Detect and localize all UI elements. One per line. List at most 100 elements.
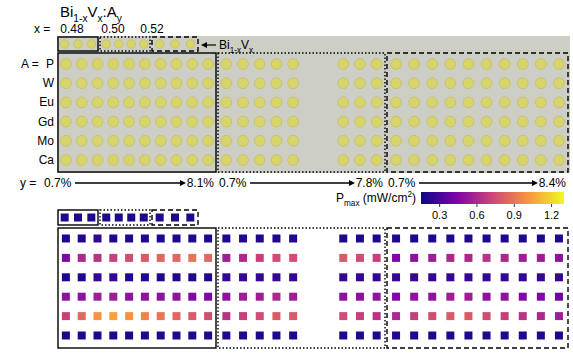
photo-background <box>57 36 570 173</box>
heat-cell <box>272 293 280 301</box>
sample-spot <box>102 40 111 49</box>
reference-label-part: Bi <box>219 38 230 52</box>
colorbar-tick <box>439 204 440 207</box>
reference-frame <box>152 37 198 51</box>
sample-spot <box>238 78 249 89</box>
heat-cell <box>222 273 230 281</box>
sample-spot <box>554 116 565 127</box>
sample-spot <box>92 135 103 146</box>
heat-cell <box>501 312 509 320</box>
arrow <box>250 182 349 183</box>
heat-cell <box>141 293 149 301</box>
heat-cell <box>537 254 545 262</box>
sample-spot <box>371 97 382 108</box>
heat-cell <box>356 332 364 340</box>
heat-cell <box>94 235 102 243</box>
reference-cell <box>87 214 95 222</box>
heat-cell <box>256 332 264 340</box>
sample-spot <box>171 97 182 108</box>
title: Bi1-xVx:Ay <box>60 3 123 24</box>
heat-cell <box>555 235 563 243</box>
sample-spot <box>254 116 265 127</box>
heat-cell <box>410 235 418 243</box>
heat-cell <box>555 312 563 320</box>
heat-cell <box>464 312 472 320</box>
heat-cell <box>256 254 264 262</box>
sample-spot <box>171 116 182 127</box>
heat-cell <box>339 312 347 320</box>
sample-spot <box>499 97 510 108</box>
heat-cell <box>428 273 436 281</box>
sample-spot <box>76 78 87 89</box>
heat-cell <box>339 273 347 281</box>
heat-cell <box>373 293 381 301</box>
sample-spot <box>554 135 565 146</box>
sample-spot <box>371 59 382 70</box>
heat-cell <box>356 293 364 301</box>
sample-spot <box>517 59 528 70</box>
sample-spot <box>238 135 249 146</box>
heat-cell <box>239 273 247 281</box>
heat-cell <box>356 312 364 320</box>
sample-spot <box>171 40 180 49</box>
sample-spot <box>271 97 282 108</box>
heat-cell <box>62 312 70 320</box>
heat-cell <box>519 293 527 301</box>
heat-cell <box>501 273 509 281</box>
heat-cell <box>410 273 418 281</box>
heat-cell <box>428 312 436 320</box>
sample-spot <box>288 59 299 70</box>
sample-spot <box>108 116 119 127</box>
heat-cell <box>173 332 181 340</box>
sample-spot <box>108 155 119 166</box>
heat-cell <box>392 293 400 301</box>
sample-spot <box>371 116 382 127</box>
heat-cell <box>339 235 347 243</box>
sample-spot <box>171 135 182 146</box>
sample-spot <box>61 59 72 70</box>
sample-spot <box>445 135 456 146</box>
reference-frame <box>58 37 98 51</box>
sample-spot <box>61 97 72 108</box>
sample-spot <box>481 97 492 108</box>
heat-cell <box>289 273 297 281</box>
colorbar-tick <box>514 204 515 207</box>
sample-spot <box>186 40 195 49</box>
heat-cell <box>204 235 212 243</box>
heat-cell <box>410 332 418 340</box>
heat-cell <box>256 293 264 301</box>
sample-spot <box>92 97 103 108</box>
sample-spot <box>391 135 402 146</box>
sample-spot <box>254 155 265 166</box>
sample-spot <box>391 78 402 89</box>
sample-spot <box>463 116 474 127</box>
heat-cell <box>141 332 149 340</box>
sample-spot <box>338 97 349 108</box>
sample-spot <box>355 116 366 127</box>
sample-spot <box>427 59 438 70</box>
heat-cell <box>501 293 509 301</box>
sample-spot <box>517 78 528 89</box>
sample-spot <box>409 116 420 127</box>
sample-spot <box>221 116 232 127</box>
heat-cell <box>173 235 181 243</box>
sample-spot <box>499 155 510 166</box>
sample-spot <box>445 116 456 127</box>
sample-spot <box>481 59 492 70</box>
heat-cell <box>125 254 133 262</box>
sample-spot <box>554 97 565 108</box>
sample-spot <box>481 135 492 146</box>
sample-spot <box>92 59 103 70</box>
sample-spot <box>187 116 198 127</box>
block-frame <box>218 228 385 348</box>
sample-spot <box>463 135 474 146</box>
sample-spot <box>288 155 299 166</box>
heat-cell <box>62 273 70 281</box>
reference-cell <box>140 214 148 222</box>
heat-cell <box>339 332 347 340</box>
heat-cell <box>464 293 472 301</box>
sample-spot <box>391 97 402 108</box>
sample-spot <box>171 78 182 89</box>
sample-spot <box>108 78 119 89</box>
heat-cell <box>537 235 545 243</box>
